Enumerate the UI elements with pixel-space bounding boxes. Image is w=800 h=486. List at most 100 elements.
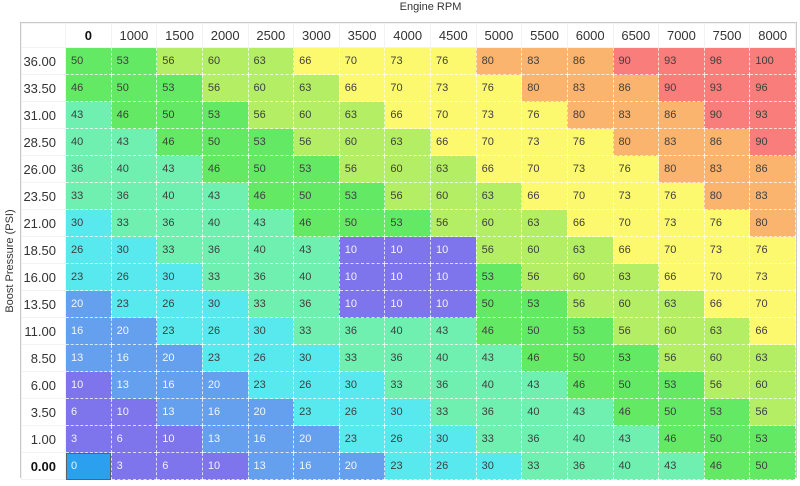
- cell-0.00-5000[interactable]: 30: [475, 452, 523, 480]
- cell-13.50-1500[interactable]: 26: [156, 290, 203, 318]
- cell-16.00-6500[interactable]: 63: [612, 263, 660, 291]
- cell-36.00-7000[interactable]: 93: [658, 47, 705, 75]
- cell-6.00-7500[interactable]: 56: [703, 371, 751, 399]
- cell-16.00-6000[interactable]: 60: [566, 263, 614, 291]
- cell-28.50-2500[interactable]: 53: [247, 128, 295, 156]
- cell-6.00-6500[interactable]: 50: [612, 371, 660, 399]
- cell-31.00-4500[interactable]: 70: [430, 101, 477, 129]
- cell-3.50-5000[interactable]: 36: [475, 398, 523, 426]
- cell-21.00-4500[interactable]: 56: [430, 209, 477, 237]
- col-header-0[interactable]: 0: [65, 23, 112, 48]
- cell-3.50-1500[interactable]: 13: [156, 398, 203, 426]
- cell-26.00-7500[interactable]: 83: [703, 155, 751, 183]
- col-header-1000[interactable]: 1000: [110, 23, 158, 48]
- col-header-6000[interactable]: 6000: [566, 23, 614, 48]
- cell-31.00-7000[interactable]: 86: [658, 101, 705, 129]
- cell-3.50-3500[interactable]: 26: [338, 398, 386, 426]
- cell-33.50-1000[interactable]: 50: [110, 74, 158, 102]
- cell-26.00-4000[interactable]: 60: [384, 155, 431, 183]
- cell-8.50-6000[interactable]: 50: [566, 344, 614, 372]
- cell-6.00-7000[interactable]: 53: [658, 371, 705, 399]
- cell-3.50-6000[interactable]: 43: [566, 398, 614, 426]
- cell-16.00-2000[interactable]: 33: [201, 263, 249, 291]
- col-header-6500[interactable]: 6500: [612, 23, 660, 48]
- cell-8.50-2500[interactable]: 26: [247, 344, 295, 372]
- row-header-23.50[interactable]: 23.50: [21, 182, 66, 210]
- cell-36.00-1500[interactable]: 56: [156, 47, 203, 75]
- cell-28.50-1000[interactable]: 43: [110, 128, 158, 156]
- cell-26.00-2000[interactable]: 46: [201, 155, 249, 183]
- cell-18.50-6000[interactable]: 63: [566, 236, 614, 264]
- cell-16.00-7500[interactable]: 70: [703, 263, 751, 291]
- cell-6.00-4000[interactable]: 33: [384, 371, 431, 399]
- cell-13.50-6500[interactable]: 60: [612, 290, 660, 318]
- cell-11.00-5000[interactable]: 46: [475, 317, 523, 345]
- cell-23.50-7500[interactable]: 80: [703, 182, 751, 210]
- cell-8.50-7000[interactable]: 56: [658, 344, 705, 372]
- cell-18.50-1500[interactable]: 33: [156, 236, 203, 264]
- cell-16.00-3500[interactable]: 10: [338, 263, 386, 291]
- cell-3.50-1000[interactable]: 10: [110, 398, 158, 426]
- cell-13.50-2000[interactable]: 30: [201, 290, 249, 318]
- cell-8.50-3000[interactable]: 30: [293, 344, 340, 372]
- cell-11.00-6000[interactable]: 53: [566, 317, 614, 345]
- col-header-2000[interactable]: 2000: [201, 23, 249, 48]
- cell-28.50-2000[interactable]: 50: [201, 128, 249, 156]
- cell-36.00-3500[interactable]: 70: [338, 47, 386, 75]
- cell-18.50-7500[interactable]: 73: [703, 236, 751, 264]
- boost-map-table[interactable]: 0 1000 1500 2000 2500 3000 3500 4000 4500 5000 550…: [21, 23, 796, 480]
- cell-11.00-2500[interactable]: 30: [247, 317, 295, 345]
- cell-6.00-2000[interactable]: 20: [201, 371, 249, 399]
- cell-33.50-7000[interactable]: 90: [658, 74, 705, 102]
- focused-cell-0.00-0[interactable]: 0: [65, 452, 112, 480]
- cell-6.00-1000[interactable]: 13: [110, 371, 158, 399]
- cell-28.50-0[interactable]: 40: [65, 128, 112, 156]
- col-header-3000[interactable]: 3000: [293, 23, 340, 48]
- cell-13.50-3000[interactable]: 36: [293, 290, 340, 318]
- cell-16.00-2500[interactable]: 36: [247, 263, 295, 291]
- cell-0.00-4000[interactable]: 23: [384, 452, 431, 480]
- cell-6.00-3500[interactable]: 30: [338, 371, 386, 399]
- cell-11.00-5500[interactable]: 50: [521, 317, 568, 345]
- col-header-1500[interactable]: 1500: [156, 23, 203, 48]
- cell-23.50-2000[interactable]: 43: [201, 182, 249, 210]
- cell-6.00-6000[interactable]: 46: [566, 371, 614, 399]
- cell-31.00-3000[interactable]: 60: [293, 101, 340, 129]
- cell-6.00-5500[interactable]: 43: [521, 371, 568, 399]
- cell-36.00-3000[interactable]: 66: [293, 47, 340, 75]
- cell-28.50-1500[interactable]: 46: [156, 128, 203, 156]
- cell-33.50-7500[interactable]: 93: [703, 74, 751, 102]
- cell-18.50-6500[interactable]: 66: [612, 236, 660, 264]
- cell-26.00-7000[interactable]: 80: [658, 155, 705, 183]
- cell-36.00-8000[interactable]: 100: [749, 47, 796, 75]
- cell-8.50-4000[interactable]: 36: [384, 344, 431, 372]
- cell-11.00-2000[interactable]: 26: [201, 317, 249, 345]
- row-header-8.50[interactable]: 8.50: [21, 344, 66, 372]
- cell-0.00-6500[interactable]: 40: [612, 452, 660, 480]
- cell-18.50-7000[interactable]: 70: [658, 236, 705, 264]
- cell-8.50-6500[interactable]: 53: [612, 344, 660, 372]
- cell-31.00-2000[interactable]: 53: [201, 101, 249, 129]
- cell-13.50-6000[interactable]: 56: [566, 290, 614, 318]
- cell-6.00-8000[interactable]: 60: [749, 371, 796, 399]
- row-header-3.50[interactable]: 3.50: [21, 398, 66, 426]
- cell-16.00-5500[interactable]: 56: [521, 263, 568, 291]
- cell-33.50-2000[interactable]: 56: [201, 74, 249, 102]
- cell-33.50-3000[interactable]: 63: [293, 74, 340, 102]
- cell-8.50-4500[interactable]: 40: [430, 344, 477, 372]
- cell-6.00-3000[interactable]: 26: [293, 371, 340, 399]
- cell-28.50-5000[interactable]: 70: [475, 128, 523, 156]
- col-header-7000[interactable]: 7000: [658, 23, 705, 48]
- cell-1.00-7000[interactable]: 46: [658, 425, 705, 453]
- cell-21.00-7500[interactable]: 76: [703, 209, 751, 237]
- cell-26.00-8000[interactable]: 86: [749, 155, 796, 183]
- cell-36.00-0[interactable]: 50: [65, 47, 112, 75]
- cell-8.50-8000[interactable]: 63: [749, 344, 796, 372]
- cell-13.50-8000[interactable]: 70: [749, 290, 796, 318]
- cell-23.50-6000[interactable]: 70: [566, 182, 614, 210]
- boost-map-grid[interactable]: 0 1000 1500 2000 2500 3000 3500 4000 4500 5000 550…: [20, 22, 797, 480]
- cell-36.00-4500[interactable]: 76: [430, 47, 477, 75]
- cell-1.00-7500[interactable]: 50: [703, 425, 751, 453]
- cell-1.00-3000[interactable]: 20: [293, 425, 340, 453]
- cell-23.50-5000[interactable]: 63: [475, 182, 523, 210]
